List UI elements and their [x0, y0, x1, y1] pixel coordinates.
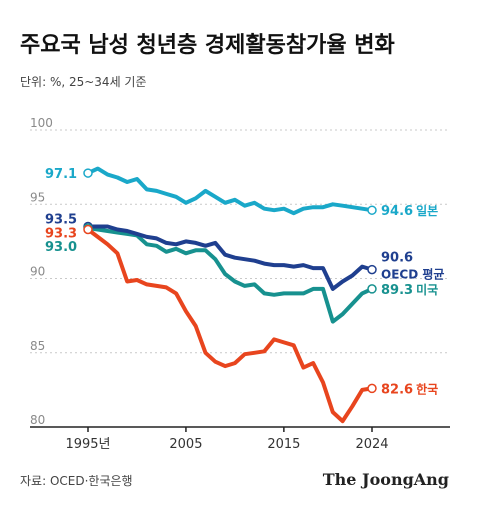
end-point-marker: [367, 284, 377, 294]
end-point-marker: [367, 205, 377, 215]
series-line-0: [86, 166, 374, 216]
brand-logo: The JoongAng: [323, 470, 449, 489]
series-line-2: [86, 226, 374, 324]
chart-title: 주요국 남성 청년층 경제활동참가율 변화: [20, 33, 395, 58]
y-tick-label: 90: [30, 265, 45, 279]
end-value: 94.6: [381, 204, 413, 219]
start-value-label: 97.1: [45, 167, 77, 182]
start-value-label: 93.3: [45, 226, 77, 241]
chart-subtitle: 단위: %, 25~34세 기준: [20, 75, 147, 89]
series-name-label: OECD 평균: [381, 268, 444, 282]
source-note: 자료: OCED·한국은행: [20, 473, 133, 488]
end-value: 89.3: [381, 283, 413, 298]
series-name-label: 미국: [416, 282, 438, 297]
y-tick-label: 80: [30, 413, 45, 427]
start-value-label: 93.0: [45, 240, 77, 255]
series-line-3: [86, 227, 374, 424]
y-tick-label: 100: [30, 116, 53, 130]
end-value-label: 82.6 한국: [381, 381, 438, 397]
series-name-label: 일본: [416, 204, 438, 218]
series-line-1: [86, 224, 374, 291]
x-tick-label: 2015: [267, 437, 300, 452]
start-point-marker: [83, 224, 93, 235]
end-point-marker: [367, 264, 377, 275]
x-tick-label: 1995년: [65, 437, 110, 452]
end-value-label: 94.6 일본: [381, 204, 438, 219]
end-value-label: 90.6 OECD 평균: [381, 251, 444, 282]
end-point-marker: [367, 383, 377, 394]
start-value-label: 93.5: [45, 213, 77, 228]
end-value-label: 89.3 미국: [381, 282, 438, 298]
end-value: 82.6: [381, 382, 413, 397]
x-tick-label: 2024: [355, 437, 388, 452]
start-point-marker: [83, 168, 93, 178]
y-tick-label: 85: [30, 339, 45, 353]
end-value: 90.6: [381, 251, 413, 266]
series-name-label: 한국: [416, 381, 438, 396]
x-tick-label: 2005: [169, 437, 202, 452]
plot-area: 100 95 90 85 80 1995년 2005 2015 2024 97.1 94.6 일본 93…: [30, 116, 450, 452]
y-tick-label: 95: [30, 190, 45, 204]
